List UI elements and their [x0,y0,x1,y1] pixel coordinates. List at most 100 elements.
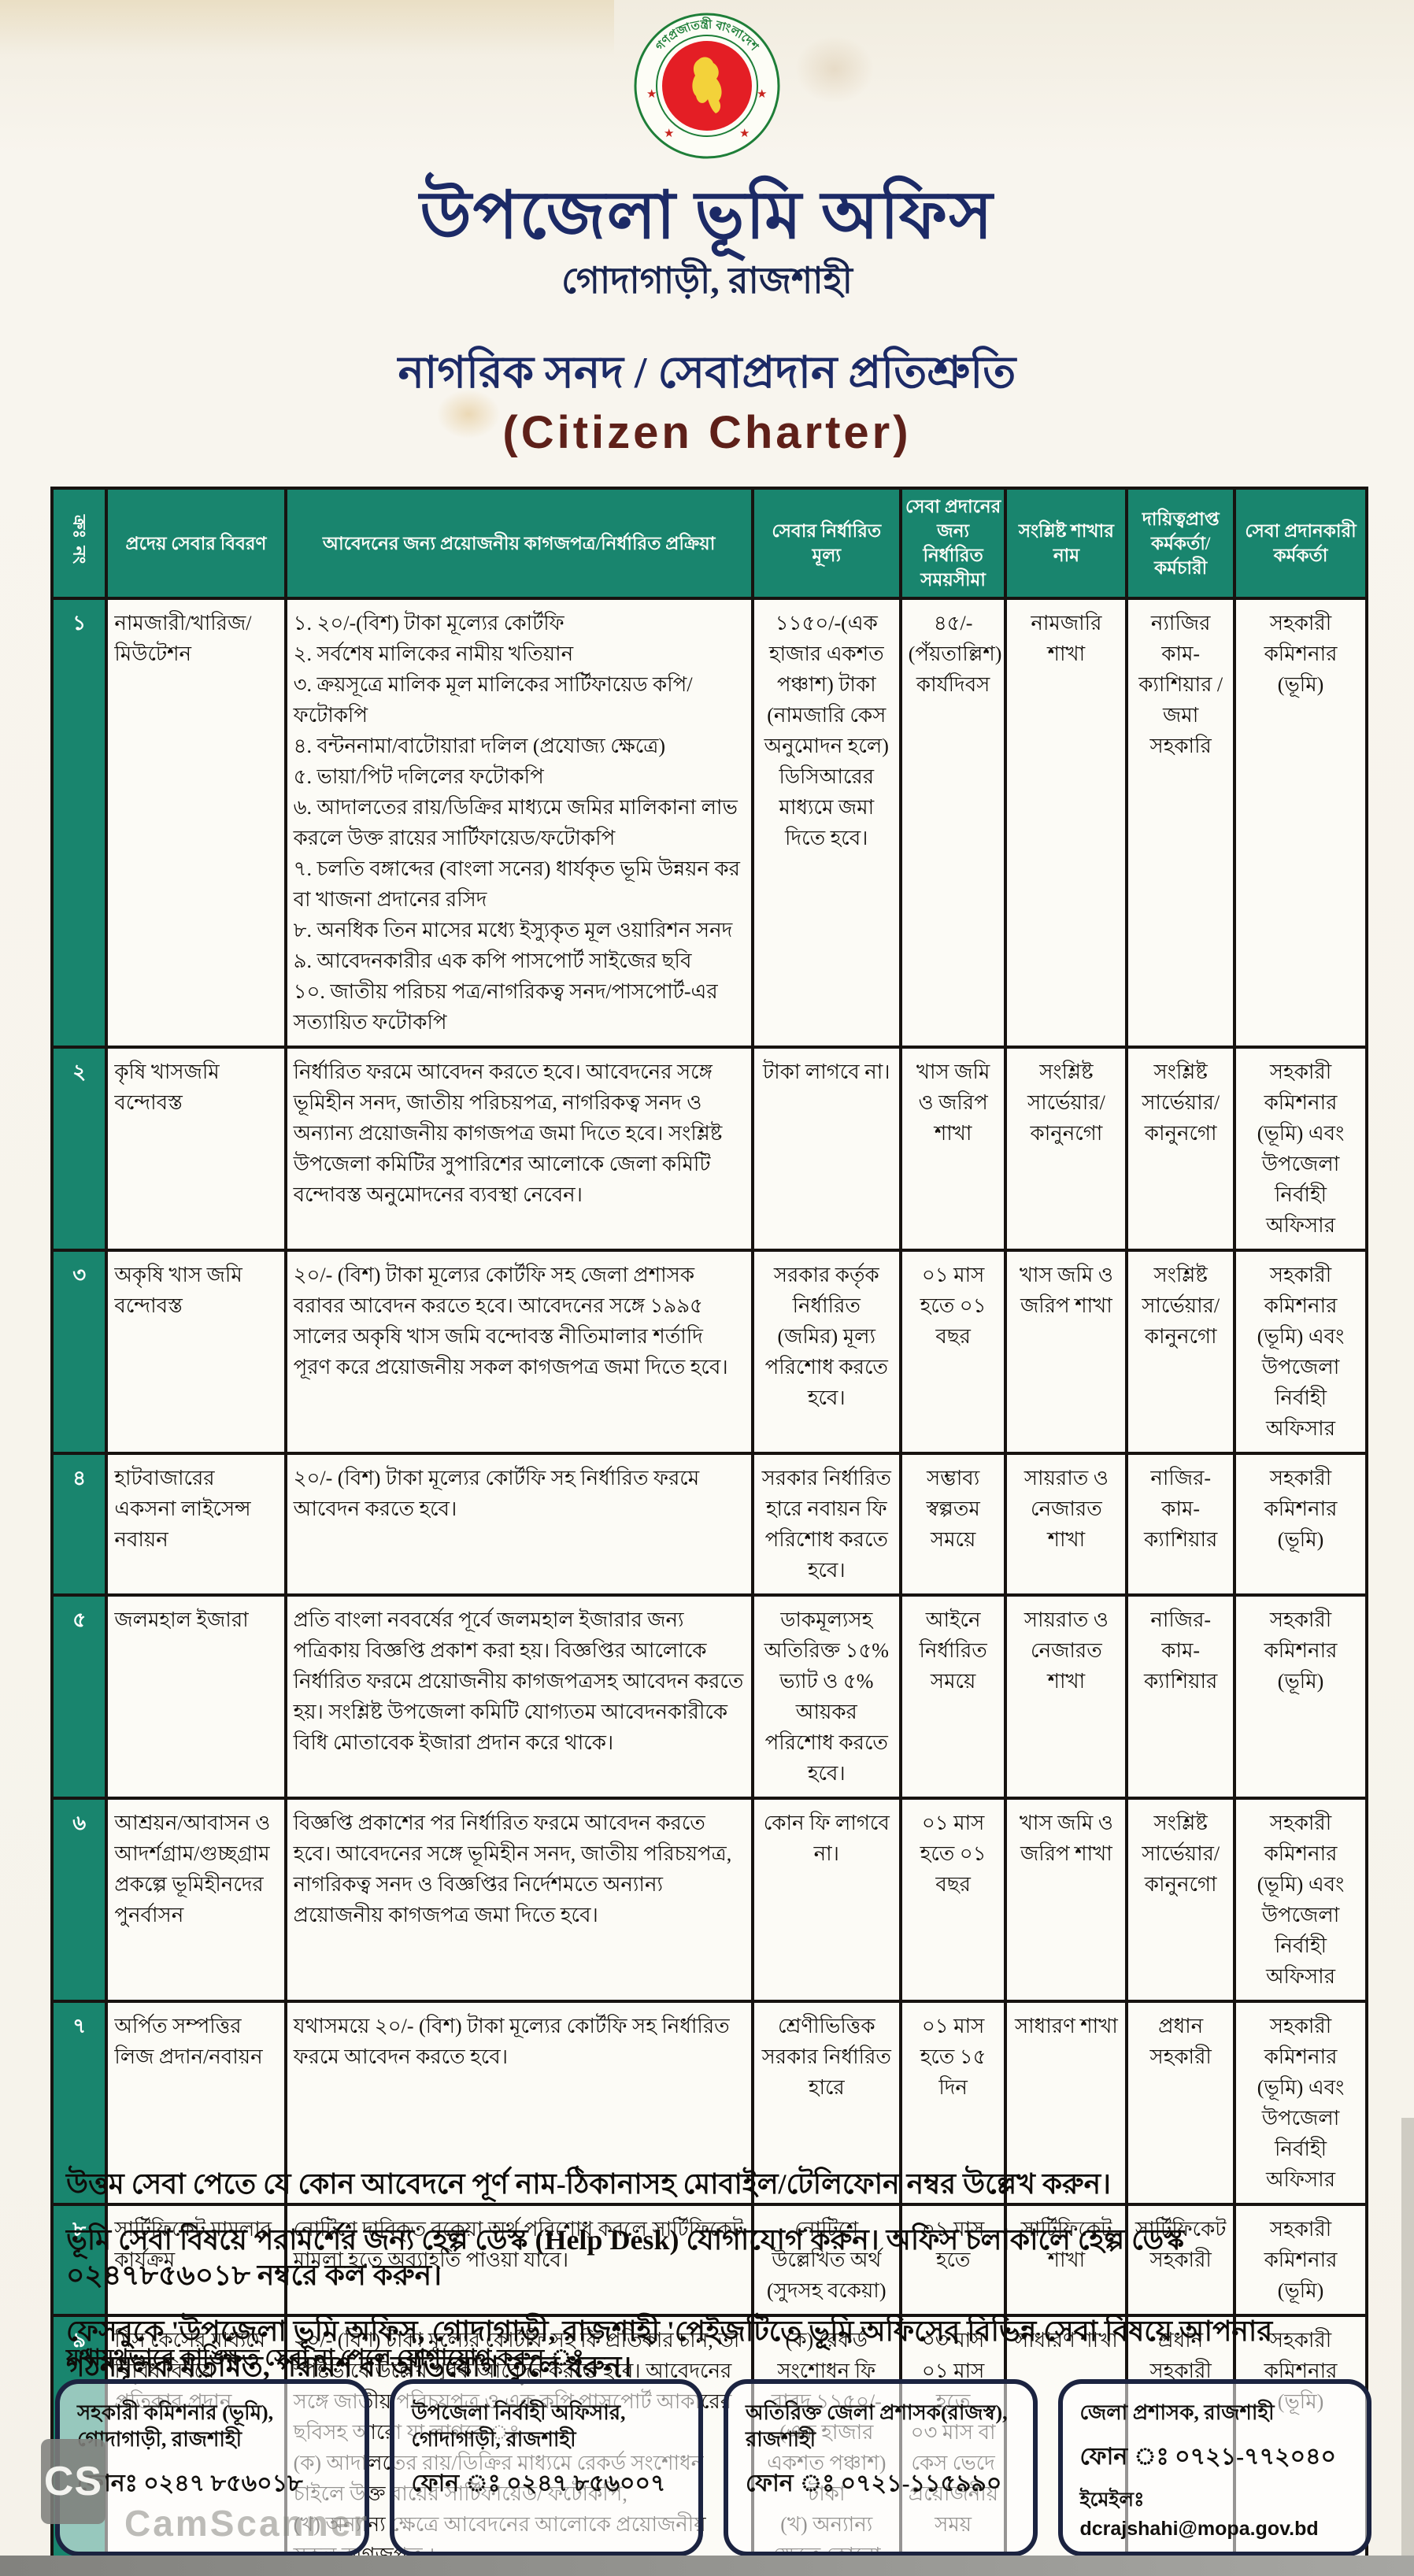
contact-cards: সহকারী কমিশনার (ভূমি), গোদাগাড়ী, রাজশাহ… [55,2379,1371,2556]
cell-service: জলমহাল ইজারা [105,1593,287,1801]
col-header-serial: ক্রঃ নং [50,486,109,601]
cell-provider: সহকারী কমিশনার (ভূমি) এবং উপজেলা নির্বাহ… [1233,2000,1368,2207]
emblem-star-icon: ★ [646,88,657,101]
col-header-branch: সংশ্লিষ্ট শাখার নাম [1004,486,1129,601]
contact-phone: ফোন ঃ ০৭২১-৭৭২০৪০ [1079,2443,1337,2470]
cell-fee: সরকার নির্ধারিত হারে নবায়ন ফি পরিশোধ কর… [750,1452,902,1597]
note-line: ফেসবুকে 'উপজেলা ভূমি অফিস, গোদাগাড়ী, রা… [66,2315,1273,2382]
cell-serial: ২ [50,1046,109,1253]
table-row: ১ নামজারী/খারিজ/ মিউটেশন ১. ২০/-(বিশ) টা… [50,597,1368,1049]
contact-title: জেলা প্রশাসক, রাজশাহী [1079,2401,1275,2424]
contact-card: অতিরিক্ত জেলা প্রশাসক(রাজস্ব), রাজশাহী ফ… [724,2379,1038,2556]
cell-fee: শ্রেণীভিত্তিক সরকার নির্ধারিত হারে [750,2000,902,2207]
contact-title: সহকারী কমিশনার (ভূমি), গোদাগাড়ী, রাজশাহ… [77,2401,274,2451]
cell-branch: সংশ্লিষ্ট সার্ভেয়ার/ কানুনগো [1004,1046,1129,1253]
cell-fee: ডাকমূল্যসহ অতিরিক্ত ১৫% ভ্যাট ও ৫% আয়কর… [750,1593,902,1801]
contact-heading: যথাযথভাবে কাঙ্ক্ষিত সেবা না পেলে যোগাযোগ… [66,2345,584,2371]
contact-card: উপজেলা নির্বাহী অফিসার, গোদাগাড়ী, রাজশা… [389,2379,703,2556]
cell-officer: নাজির-কাম- ক্যাশিয়ার [1125,1452,1237,1597]
contact-card: জেলা প্রশাসক, রাজশাহী ফোন ঃ ০৭২১-৭৭২০৪০ … [1057,2379,1371,2556]
cell-fee: কোন ফি লাগবে না। [750,1797,902,2004]
cell-officer: সংশ্লিষ্ট সার্ভেয়ার/ কানুনগো [1125,1046,1237,1253]
scan-stain [795,35,874,103]
table-row: ৪ হাটবাজারের একসনা লাইসেন্স নবায়ন ২০/- … [50,1452,1368,1597]
contact-email: ইমেইলঃ dcrajshahi@mopa.gov.bd [1079,2488,1319,2540]
cell-service: অর্পিত সম্পত্তির লিজ প্রদান/নবায়ন [105,2000,287,2207]
camscanner-watermark: CamScanner [124,2503,370,2544]
table-row: ৩ অকৃষি খাস জমি বন্দোবস্ত ২০/- (বিশ) টাক… [50,1249,1368,1456]
cell-branch: সাধারণ শাখা [1004,2000,1129,2207]
cell-service: কৃষি খাসজমি বন্দোবস্ত [105,1046,287,1253]
col-header-time: সেবা প্রদানের জন্য নির্ধারিত সময়সীমা [898,486,1008,601]
page-location: গোদাগাড়ী, রাজশাহী [561,261,853,301]
table-row: ৮ সার্টিফিকেট মামলার কার্যক্রম নোটিশে দা… [50,2203,1368,2318]
services-table: ক্রঃ নং প্রদেয় সেবার বিবরণ আবেদনের জন্য… [50,486,1368,2576]
col-header-service: প্রদেয় সেবার বিবরণ [105,486,287,601]
col-header-officer: দায়িত্বপ্রাপ্ত কর্মকর্তা/ কর্মচারী [1125,486,1237,601]
cell-time: ০১ মাস হতে ০১ বছর [898,1249,1008,1456]
cell-fee: ১১৫০/-(এক হাজার একশত পঞ্চাশ) টাকা (নামজা… [750,597,902,1049]
cell-serial: ৪ [50,1452,109,1597]
cell-service: আশ্রয়ন/আবাসন ও আদর্শগ্রাম/গুচ্ছগ্রাম প্… [105,1797,287,2004]
col-header-provider: সেবা প্রদানকারী কর্মকর্তা [1233,486,1368,601]
cell-branch: খাস জমি ও জরিপ শাখা [1004,1249,1129,1456]
cell-provider: সহকারী কমিশনার (ভূমি) এবং উপজেলা নির্বাহ… [1233,1797,1368,2004]
table-row: ২ কৃষি খাসজমি বন্দোবস্ত নির্ধারিত ফরমে আ… [50,1046,1368,1253]
scan-stain-wash [0,0,614,55]
table-row: ৫ জলমহাল ইজারা প্রতি বাংলা নববর্ষের পূর্… [50,1593,1368,1801]
cell-time: ৪৫/- (পঁয়তাল্লিশ) কার্যদিবস [898,597,1008,1049]
cell-branch: সায়রাত ও নেজারত শাখা [1004,1593,1129,1801]
emblem-star-icon: ★ [757,88,767,101]
cell-provider: সহকারী কমিশনার (ভূমি) [1233,1593,1368,1801]
cell-provider: সহকারী কমিশনার (ভূমি) এবং উপজেলা নির্বাহ… [1233,1249,1368,1456]
cell-provider: সহকারী কমিশনার (ভূমি) [1233,597,1368,1049]
cell-time: ০১ মাস হতে [898,2203,1008,2318]
cell-service: অকৃষি খাস জমি বন্দোবস্ত [105,1249,287,1456]
contact-title: অতিরিক্ত জেলা প্রশাসক(রাজস্ব), রাজশাহী [746,2401,1008,2451]
cell-fee: সরকার কর্তৃক নির্ধারিত (জমির) মূল্য পরিশ… [750,1249,902,1456]
charter-title-en: (Citizen Charter) [502,407,912,458]
cell-branch: নামজারি শাখা [1004,597,1129,1049]
emblem-star-icon: ★ [739,128,750,140]
cell-officer: ন্যাজির কাম-ক্যাশিয়ার / জমা সহকারি [1125,597,1237,1049]
cell-serial: ৩ [50,1249,109,1456]
table-row: ৬ আশ্রয়ন/আবাসন ও আদর্শগ্রাম/গুচ্ছগ্রাম … [50,1797,1368,2004]
cell-fee: নোটিশে উল্লেখিত অর্থ (সুদসহ বকেয়া) [750,2203,902,2318]
cell-serial: ৫ [50,1593,109,1801]
cell-officer: নাজির-কাম- ক্যাশিয়ার [1125,1593,1237,1801]
cell-time: খাস জমি ও জরিপ শাখা [898,1046,1008,1253]
contact-phone: ফোন ঃ ০২৪৭ ৮৫৬০০৭ [411,2470,666,2496]
cell-documents: বিজ্ঞপ্তি প্রকাশের পর নির্ধারিত ফরমে আবে… [283,1797,754,2004]
bangladesh-government-emblem-icon: গণপ্রজাতন্ত্রী বাংলাদেশ সরকার ★ ★ ★ ★ [632,11,782,161]
cell-provider: সহকারী কমিশনার (ভূমি) [1233,2203,1368,2318]
table-header-row: ক্রঃ নং প্রদেয় সেবার বিবরণ আবেদনের জন্য… [50,486,1368,601]
col-header-fee: সেবার নির্ধারিত মূল্য [750,486,902,601]
cell-serial: ৭ [50,2000,109,2207]
cell-serial: ৬ [50,1797,109,2004]
charter-title-bn: নাগরিক সনদ / সেবাপ্রদান প্রতিশ্রুতি [398,349,1016,398]
note-line: ভূমি সেবা বিষয়ে পরামর্শের জন্য হেল্প ডে… [66,2224,1185,2291]
cell-documents: ২০/- (বিশ) টাকা মূল্যের কোর্টফি সহ জেলা … [283,1249,754,1456]
cell-time: আইনে নির্ধারিত সময়ে [898,1593,1008,1801]
contact-phone: ফোনঃ ০২৪৭ ৮৫৬০১৮ [77,2470,303,2496]
cell-documents: প্রতি বাংলা নববর্ষের পূর্বে জলমহাল ইজারা… [283,1593,754,1801]
col-header-documents: আবেদনের জন্য প্রয়োজনীয় কাগজপত্র/নির্ধা… [283,486,754,601]
footer-notes: উত্তম সেবা পেতে যে কোন আবেদনে পূর্ণ নাম-… [66,2167,1365,2405]
scan-bottom-band [0,2556,1414,2576]
cell-time: সম্ভাব্য স্বল্পতম সময়ে [898,1452,1008,1597]
cell-officer: প্রধান সহকারী [1125,2000,1237,2207]
cell-documents: ১. ২০/-(বিশ) টাকা মূল্যের কোর্টফি ২. সর্… [283,597,754,1049]
contact-phone: ফোন ঃ ০৭২১-১১৫৯৯০ [746,2470,1002,2496]
cell-documents: নির্ধারিত ফরমে আবেদন করতে হবে। আবেদনের স… [283,1046,754,1253]
cell-provider: সহকারী কমিশনার (ভূমি) এবং উপজেলা নির্বাহ… [1233,1046,1368,1253]
cell-time: ০১ মাস হতে ০১ বছর [898,1797,1008,2004]
cell-branch: সায়রাত ও নেজারত শাখা [1004,1452,1129,1597]
cell-service: হাটবাজারের একসনা লাইসেন্স নবায়ন [105,1452,287,1597]
cell-time: ০১ মাস হতে ১৫ দিন [898,2000,1008,2207]
cell-officer: সার্টিফিকেট সহকারী [1125,2203,1237,2318]
cell-officer: সংশ্লিষ্ট সার্ভেয়ার/ কানুনগো [1125,1249,1237,1456]
cell-branch: খাস জমি ও জরিপ শাখা [1004,1797,1129,2004]
bangladesh-map-icon [692,57,722,113]
cell-documents: ২০/- (বিশ) টাকা মূল্যের কোর্টফি সহ নির্ধ… [283,1452,754,1597]
